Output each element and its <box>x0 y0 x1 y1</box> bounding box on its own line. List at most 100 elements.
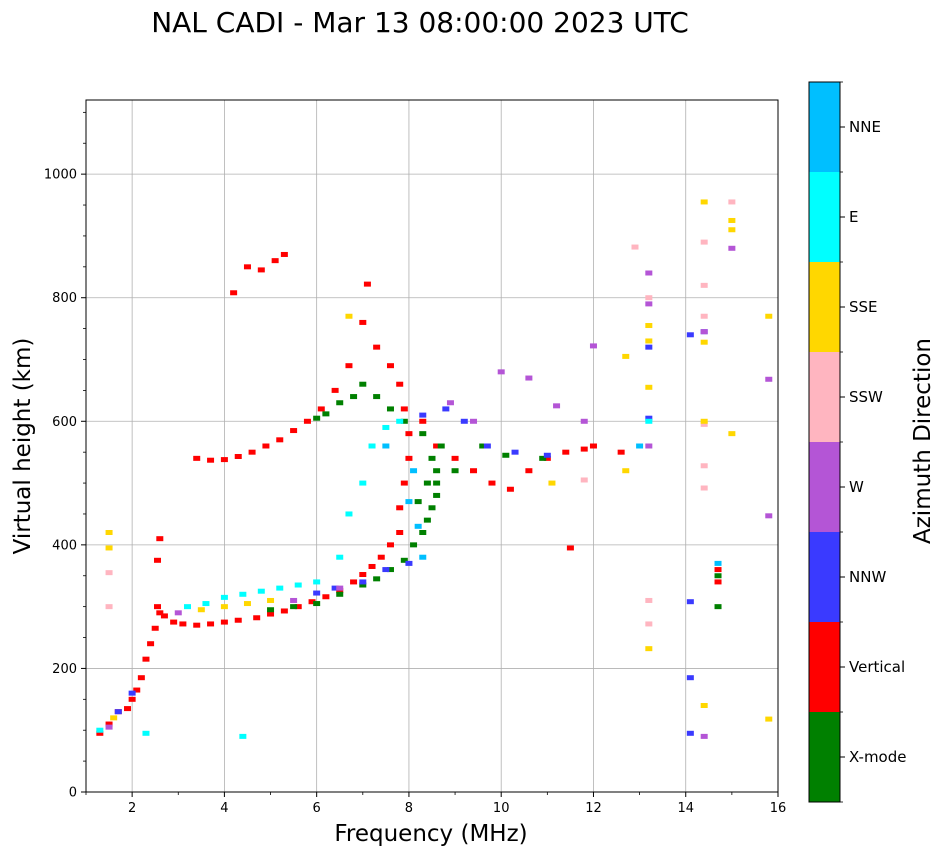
x-tick-label: 4 <box>220 801 228 816</box>
data-point-x-mode <box>386 406 394 412</box>
data-point-vertical <box>396 505 404 511</box>
data-point-sse <box>548 480 556 486</box>
y-axis-label: Virtual height (km) <box>10 338 36 555</box>
data-point-sse <box>728 217 736 223</box>
data-point-vertical <box>580 446 588 452</box>
colorbar-segment-w <box>809 442 840 532</box>
colorbar-segment-nnw <box>809 532 840 622</box>
data-point-sse <box>220 604 228 610</box>
data-point-ssw <box>105 570 113 576</box>
data-point-x-mode <box>479 443 487 449</box>
data-point-vertical <box>294 604 302 610</box>
data-point-ssw <box>700 421 708 427</box>
data-point-nnw <box>483 443 491 449</box>
data-point-vertical <box>147 641 155 647</box>
data-point-nne <box>419 554 427 560</box>
data-point-x-mode <box>410 542 418 548</box>
data-point-sse <box>105 530 113 535</box>
data-point-x-mode <box>373 576 381 582</box>
data-point-sse <box>728 227 736 233</box>
data-point-w <box>470 418 478 424</box>
data-point-nnw <box>419 412 427 418</box>
colorbar-label: Azimuth Direction <box>910 338 936 544</box>
colorbar-segment-x-mode <box>809 712 840 802</box>
data-point-nnw <box>359 579 367 585</box>
data-point-e <box>202 601 210 607</box>
data-point-vertical <box>271 258 279 264</box>
data-point-sse <box>700 199 708 205</box>
data-point-w <box>553 403 561 409</box>
data-point-sse <box>622 353 630 359</box>
data-point-w <box>645 301 653 307</box>
data-point-vertical <box>243 264 251 270</box>
data-point-nnw <box>313 590 321 596</box>
data-point-nnw <box>382 567 390 573</box>
colorbar-frame <box>808 81 841 803</box>
data-point-ssw <box>700 485 708 491</box>
x-tick-label: 16 <box>770 801 787 816</box>
data-point-w <box>525 375 533 381</box>
data-point-x-mode <box>714 604 722 610</box>
data-point-e <box>257 588 265 594</box>
data-point-sse <box>267 597 275 603</box>
data-point-vertical <box>386 363 394 369</box>
data-point-e <box>96 727 104 733</box>
data-point-w <box>105 724 113 730</box>
data-point-sse <box>645 323 653 329</box>
data-point-vertical <box>257 267 265 273</box>
colorbar-tick-label: E <box>849 208 858 226</box>
data-point-x-mode <box>359 582 367 588</box>
data-point-w <box>728 245 736 251</box>
x-tick-label: 14 <box>677 801 694 816</box>
data-point-vertical <box>207 457 215 463</box>
data-point-vertical <box>400 480 408 486</box>
data-point-vertical <box>470 468 478 474</box>
data-point-nnw <box>511 449 519 455</box>
data-point-w <box>645 443 653 449</box>
data-point-vertical <box>133 687 141 693</box>
data-point-vertical <box>248 449 256 455</box>
data-point-vertical <box>220 619 228 625</box>
x-tick-label: 8 <box>405 801 413 816</box>
data-point-x-mode <box>423 517 431 523</box>
data-point-vertical <box>396 530 404 535</box>
data-point-vertical <box>506 486 514 492</box>
data-point-nne <box>382 443 390 449</box>
y-tick-label: 800 <box>52 291 77 306</box>
data-point-nnw <box>645 344 653 350</box>
data-point-w <box>589 343 597 349</box>
data-point-nnw <box>114 709 122 715</box>
data-point-e <box>345 511 353 517</box>
data-point-w <box>765 376 773 382</box>
x-axis-label: Frequency (MHz) <box>334 821 527 847</box>
data-point-x-mode <box>433 468 441 474</box>
data-point-vertical <box>262 443 270 449</box>
data-point-vertical <box>368 563 376 569</box>
data-point-vertical <box>400 406 408 412</box>
data-point-vertical <box>280 608 288 614</box>
chart-title: NAL CADI - Mar 13 08:00:00 2023 UTC <box>151 6 689 39</box>
data-point-vertical <box>589 443 597 449</box>
data-point-vertical <box>96 730 104 736</box>
data-point-sse <box>700 418 708 424</box>
data-point-vertical <box>105 721 113 727</box>
colorbar-segment-vertical <box>809 622 840 712</box>
data-point-w <box>700 733 708 739</box>
data-point-e <box>382 424 390 430</box>
data-point-nne <box>636 443 644 449</box>
data-point-w <box>580 418 588 424</box>
data-point-nnw <box>686 675 694 681</box>
colorbar-segment-nne <box>809 82 840 172</box>
data-point-vertical <box>154 604 162 610</box>
data-point-x-mode <box>419 431 427 437</box>
data-point-w <box>336 585 344 591</box>
data-point-vertical <box>160 613 168 619</box>
data-point-x-mode <box>336 400 344 406</box>
data-point-vertical <box>267 611 275 617</box>
data-point-vertical <box>308 599 316 605</box>
data-point-ssw <box>700 463 708 469</box>
data-point-nne <box>714 560 722 566</box>
data-point-nnw <box>442 406 450 412</box>
data-point-x-mode <box>336 591 344 597</box>
data-point-nnw <box>405 560 413 566</box>
